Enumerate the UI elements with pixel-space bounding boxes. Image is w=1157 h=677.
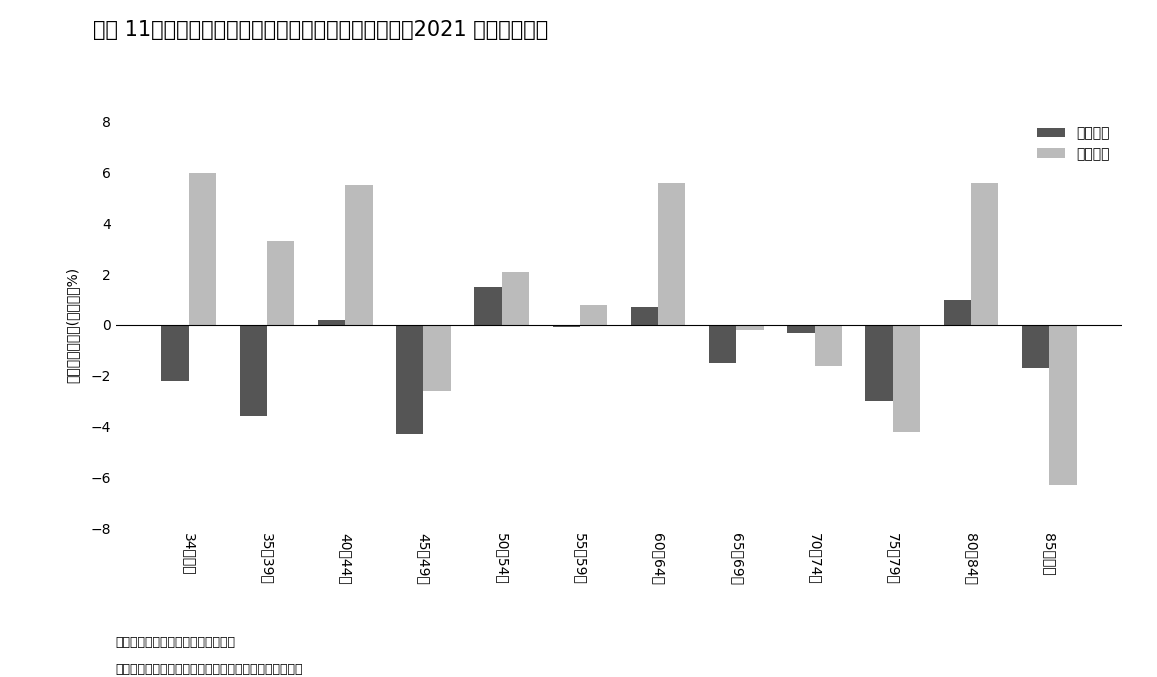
Bar [162, 325, 189, 380]
Bar [502, 271, 529, 325]
Bar [189, 173, 216, 325]
Bar [396, 325, 423, 434]
Bar [1049, 325, 1076, 485]
Bar [631, 307, 658, 325]
Bar [553, 325, 580, 328]
Bar [580, 305, 607, 325]
Text: 注：二人以上の世帯。世帯主の年齢: 注：二人以上の世帯。世帯主の年齢 [116, 636, 236, 649]
Bar [971, 183, 998, 325]
Bar [267, 241, 294, 325]
Bar [893, 325, 920, 432]
Text: 出所：総務省のデータをもとにニッセイ基礎研究所作成: 出所：総務省のデータをもとにニッセイ基礎研究所作成 [116, 663, 303, 676]
Bar [239, 325, 267, 416]
Bar [345, 185, 373, 325]
Text: 図表 11：年齢別にみたモノ消費とコト消費の増減率（2021 年、前年比）: 図表 11：年齢別にみたモノ消費とコト消費の増減率（2021 年、前年比） [93, 20, 547, 41]
Bar [815, 325, 842, 366]
Bar [736, 325, 764, 330]
Bar [318, 320, 345, 325]
Y-axis label: 消費支出変化率(前年比、%): 消費支出変化率(前年比、%) [65, 267, 79, 383]
Bar [474, 287, 502, 325]
Bar [865, 325, 893, 401]
Bar [1022, 325, 1049, 368]
Bar [787, 325, 815, 332]
Legend: モノ消費, コト消費: モノ消費, コト消費 [1032, 121, 1115, 167]
Bar [658, 183, 685, 325]
Bar [944, 299, 971, 325]
Bar [709, 325, 736, 363]
Bar [423, 325, 451, 391]
